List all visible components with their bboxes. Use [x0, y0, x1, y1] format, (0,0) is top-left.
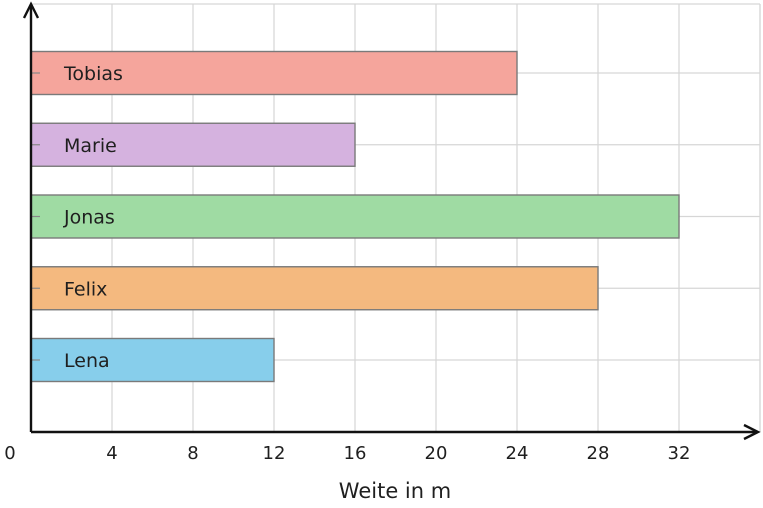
axes [22, 1, 761, 441]
y-axis-arrowhead [22, 1, 40, 19]
bar-marie [30, 122, 356, 167]
x-tick-label: 32 [668, 443, 691, 464]
x-axis-title: Weite in m [339, 479, 451, 503]
x-tick-label: 16 [344, 443, 367, 464]
bar-label-lena: Lena [64, 350, 110, 372]
x-tick-labels: 0 4 8 12 16 20 24 28 32 [4, 443, 690, 464]
x-axis-arrowhead [743, 423, 761, 441]
x-tick-label: 28 [587, 443, 610, 464]
bars: Lena Felix Jonas Marie Tobias [30, 50, 680, 383]
x-tick-label: 24 [506, 443, 529, 464]
bar-label-felix: Felix [64, 278, 107, 300]
bar-felix [30, 266, 599, 311]
x-tick-label: 20 [425, 443, 448, 464]
bar-lena [30, 337, 275, 383]
y-tick-marks [31, 72, 40, 361]
bar-label-jonas: Jonas [63, 207, 115, 229]
x-tick-label: 0 [4, 443, 15, 464]
bar-label-marie: Marie [64, 135, 117, 157]
bar-tobias [30, 50, 518, 96]
x-tick-label: 12 [263, 443, 286, 464]
x-tick-label: 8 [187, 443, 198, 464]
bar-jonas [30, 194, 680, 239]
bar-label-tobias: Tobias [63, 63, 123, 85]
x-tick-label: 4 [106, 443, 117, 464]
